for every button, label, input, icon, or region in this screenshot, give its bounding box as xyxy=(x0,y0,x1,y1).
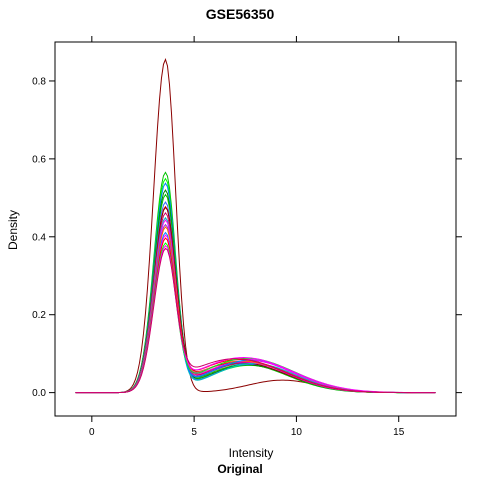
density-line xyxy=(75,237,436,394)
y-axis-label: Density xyxy=(6,210,20,250)
x-tick-label: 0 xyxy=(89,427,95,438)
axis-ticks: 0 5 10 15 0.0 0.2 0.4 0.6 0.8 xyxy=(32,36,462,438)
density-line xyxy=(75,226,436,394)
x-axis-label: Intensity xyxy=(229,446,274,460)
plot-frame xyxy=(54,41,457,417)
y-tick-label: 0.4 xyxy=(32,232,46,243)
x-tick-label: 5 xyxy=(191,427,197,438)
density-line xyxy=(75,247,436,394)
y-tick-label: 0.2 xyxy=(32,310,46,321)
density-line xyxy=(75,223,436,394)
x-tick-label: 15 xyxy=(393,427,405,438)
sub-label: Original xyxy=(217,462,262,476)
density-line xyxy=(75,242,436,394)
density-line xyxy=(75,234,436,394)
y-tick-label: 0.0 xyxy=(32,388,46,399)
density-line xyxy=(75,58,436,394)
chart-title: GSE56350 xyxy=(206,6,275,22)
y-tick-label: 0.8 xyxy=(32,76,46,87)
density-line xyxy=(75,231,436,394)
y-tick-label: 0.6 xyxy=(32,154,46,165)
density-line xyxy=(75,244,436,394)
density-line xyxy=(75,216,436,394)
density-line xyxy=(75,219,436,394)
density-curves xyxy=(75,58,436,394)
x-tick-label: 10 xyxy=(291,427,303,438)
